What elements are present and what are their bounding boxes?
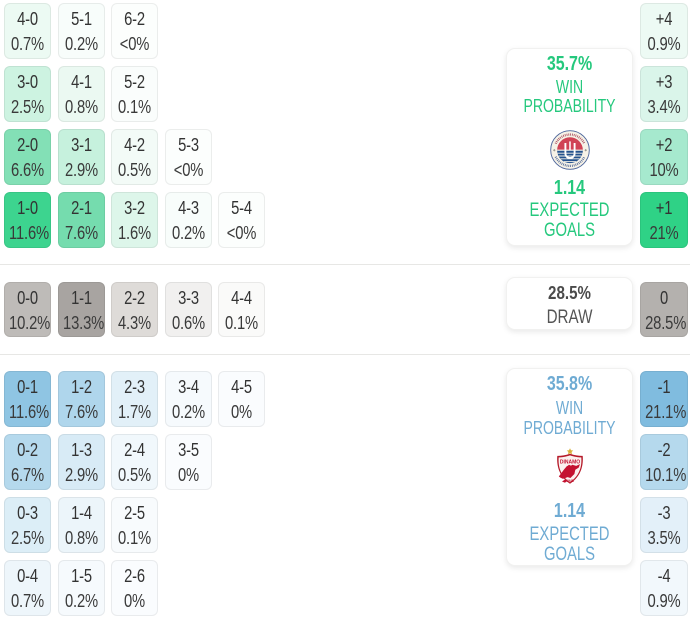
- svg-text:DINAMO: DINAMO: [560, 460, 580, 466]
- svg-text:1948: 1948: [566, 479, 574, 483]
